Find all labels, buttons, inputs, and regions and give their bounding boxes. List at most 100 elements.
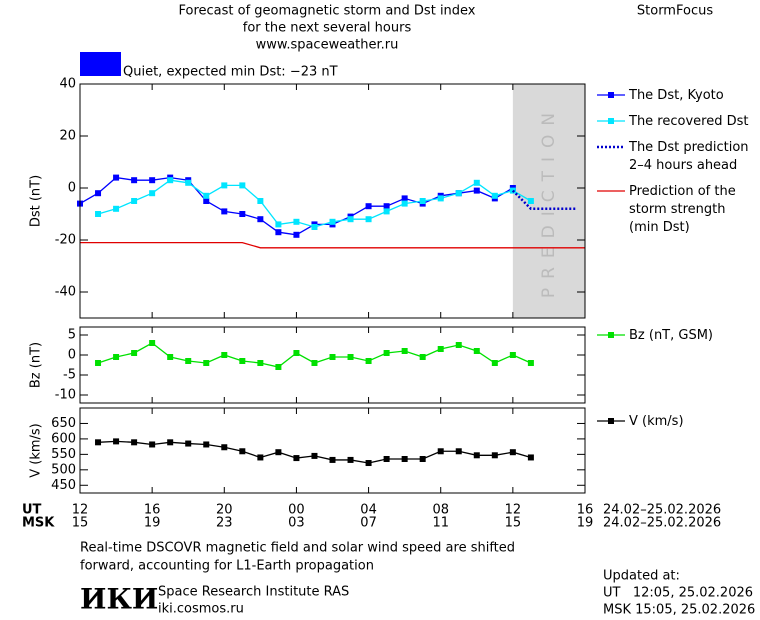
- series-line: [97, 179, 532, 228]
- marker: [401, 456, 408, 462]
- marker: [275, 221, 282, 228]
- marker: [239, 211, 246, 217]
- marker: [185, 179, 192, 186]
- legend-marker: [608, 418, 614, 424]
- marker: [473, 348, 480, 354]
- marker: [509, 352, 516, 358]
- marker: [185, 440, 192, 447]
- x-tick-label: 16: [144, 503, 161, 518]
- marker: [329, 218, 336, 225]
- y-tick-label: 450: [51, 478, 76, 493]
- marker: [185, 358, 192, 364]
- x2-tick-label: 15: [72, 516, 89, 531]
- marker: [293, 455, 300, 462]
- marker: [527, 454, 534, 461]
- x-tick-label: 08: [432, 503, 449, 518]
- marker: [455, 448, 462, 455]
- marker: [149, 190, 156, 197]
- marker: [167, 439, 174, 446]
- marker: [419, 354, 426, 360]
- marker: [527, 198, 534, 204]
- marker: [203, 360, 210, 366]
- marker: [257, 360, 264, 366]
- marker: [293, 231, 300, 238]
- marker: [95, 211, 102, 217]
- date-range: 24.02–25.02.2026: [603, 503, 721, 518]
- marker: [329, 354, 336, 360]
- marker: [401, 195, 408, 202]
- marker: [95, 360, 102, 366]
- x-tick-label: 20: [216, 503, 233, 518]
- marker: [113, 174, 120, 181]
- x-row-label: MSK: [22, 516, 55, 531]
- y-tick-label: -5: [63, 368, 76, 383]
- marker: [365, 203, 372, 210]
- marker: [419, 198, 426, 204]
- x-tick-label: 00: [288, 503, 305, 518]
- marker: [149, 177, 156, 184]
- updated: MSK 15:05, 25.02.2026: [603, 603, 755, 618]
- y-axis-title: Bz (nT): [29, 342, 44, 388]
- marker: [401, 200, 408, 207]
- x2-tick-label: 15: [505, 516, 522, 531]
- legend-label: The Dst prediction 2–4 hours ahead: [628, 140, 749, 173]
- marker: [383, 456, 390, 462]
- marker: [491, 452, 498, 459]
- panel-frame: [79, 407, 586, 494]
- y-tick-label: 0: [68, 348, 76, 363]
- status-label: Quiet, expected min Dst: −23 nT: [123, 65, 338, 80]
- date-range: 24.02–25.02.2026: [603, 516, 721, 531]
- legend-label: The recovered Dst: [628, 114, 748, 129]
- marker: [149, 441, 156, 448]
- marker: [239, 358, 246, 364]
- marker: [491, 360, 498, 366]
- y-tick-label: 20: [59, 129, 76, 144]
- x2-tick-label: 19: [577, 516, 594, 531]
- marker: [491, 192, 498, 199]
- marker: [113, 205, 120, 212]
- series-line: [98, 440, 532, 464]
- marker: [527, 360, 534, 366]
- x-tick-label: 12: [505, 503, 522, 518]
- y-tick-label: 0: [68, 181, 76, 196]
- marker: [257, 216, 264, 223]
- marker: [365, 216, 372, 223]
- marker: [455, 342, 462, 348]
- updated: Updated at:: [603, 569, 680, 584]
- marker: [455, 190, 462, 197]
- y-axis-title: V (km/s): [29, 423, 44, 478]
- series-line: [80, 241, 585, 249]
- marker: [329, 456, 336, 463]
- marker: [203, 441, 210, 448]
- x-tick-label: 16: [577, 503, 594, 518]
- legend-marker: [608, 92, 614, 98]
- marker: [347, 216, 354, 223]
- marker: [131, 439, 138, 446]
- marker: [221, 208, 228, 215]
- legend-label: V (km/s): [629, 414, 684, 429]
- panel-frame: [79, 83, 586, 319]
- x-tick-label: 12: [72, 503, 89, 518]
- marker: [401, 348, 408, 354]
- marker: [131, 350, 138, 356]
- y-tick-label: 550: [51, 447, 76, 462]
- y-tick-label: 500: [51, 462, 76, 477]
- marker: [347, 354, 354, 360]
- marker: [311, 452, 318, 459]
- x2-tick-label: 19: [144, 516, 161, 531]
- marker: [509, 449, 516, 456]
- site: iki.cosmos.ru: [158, 602, 244, 617]
- marker: [239, 448, 246, 455]
- marker: [365, 358, 372, 364]
- prediction-label: PREDICTION: [539, 104, 559, 298]
- x-tick-label: 04: [360, 503, 377, 518]
- y-tick-label: -20: [55, 233, 76, 248]
- marker: [437, 448, 444, 455]
- legend-marker: [608, 118, 614, 124]
- prediction-band: [512, 84, 585, 318]
- legend-label: Prediction of the storm strength (min Dst): [629, 184, 736, 235]
- marker: [383, 208, 390, 215]
- marker: [257, 454, 264, 461]
- marker: [149, 340, 156, 346]
- marker: [275, 364, 282, 370]
